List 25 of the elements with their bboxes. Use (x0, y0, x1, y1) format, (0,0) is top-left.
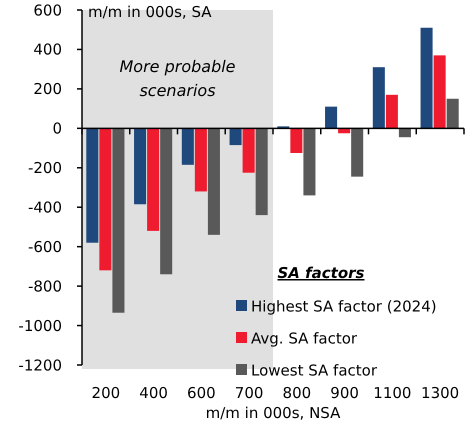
y-tick-label: -600 (28, 238, 62, 256)
x-tick-label: 600 (187, 384, 216, 402)
y-tick-label: 400 (33, 40, 62, 59)
x-tick-label: 700 (234, 384, 264, 402)
y-axis-title: m/m in 000s, SA (88, 3, 212, 21)
x-tick-label: 1300 (421, 384, 460, 402)
x-tick-label: 1100 (373, 384, 412, 402)
y-tick-label: -400 (28, 198, 62, 216)
x-axis-title: m/m in 000s, NSA (206, 404, 342, 422)
y-tick-label: -1000 (18, 316, 62, 335)
legend-title: SA factors (278, 264, 365, 282)
x-tick-label: 800 (282, 384, 312, 402)
x-tick-label: 400 (139, 384, 168, 402)
x-tick-label: 200 (92, 384, 120, 402)
legend-label: Lowest SA factor (251, 361, 378, 380)
y-tick-label: -800 (28, 277, 62, 296)
y-tick-label: 0 (52, 120, 62, 138)
y-tick-label: 200 (33, 80, 62, 98)
legend-label: Avg. SA factor (251, 329, 358, 348)
legend-label: Highest SA factor (2024) (251, 297, 437, 316)
y-tick-label: 600 (33, 1, 62, 20)
y-tick-label: -200 (28, 159, 62, 178)
x-tick-label: 900 (330, 384, 359, 402)
band-label: More probable scenarios (119, 57, 236, 100)
y-tick-label: -1200 (18, 356, 62, 374)
